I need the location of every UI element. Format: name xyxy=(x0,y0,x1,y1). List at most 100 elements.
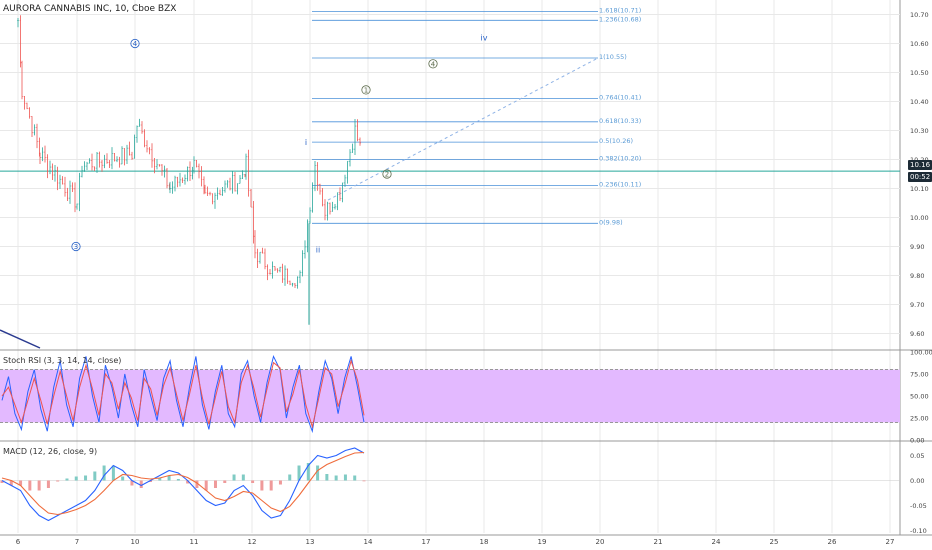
macd-histogram-bar xyxy=(28,480,32,491)
macd-y-tick-label: 0.00 xyxy=(910,477,924,485)
y-tick-label: 10.50 xyxy=(910,69,929,77)
macd-histogram-bar xyxy=(260,480,264,491)
y-tick-label: 10.40 xyxy=(910,98,929,106)
fib-level-label: 0.5(10.26) xyxy=(599,137,633,145)
macd-histogram-bar xyxy=(102,465,106,481)
macd-histogram-bar xyxy=(297,465,301,481)
stoch-y-tick-label: 50.00 xyxy=(910,393,929,401)
macd-histogram-bar xyxy=(343,474,347,481)
x-tick-label: 12 xyxy=(248,538,257,546)
y-tick-label: 9.70 xyxy=(910,301,924,309)
macd-histogram-bar xyxy=(74,476,78,481)
macd-histogram-bar xyxy=(176,479,180,481)
macd-histogram-bar xyxy=(288,474,292,481)
wave-circle xyxy=(71,241,81,252)
wave-label: iv xyxy=(481,34,488,43)
macd-histogram-bar xyxy=(195,480,199,488)
macd-histogram-bar xyxy=(186,480,190,484)
y-tick-label: 10.30 xyxy=(910,127,929,135)
macd-histogram-bar xyxy=(167,475,171,481)
macd-histogram-bar xyxy=(353,475,357,481)
chart-title: AURORA CANNABIS INC, 10, Cboe BZX xyxy=(3,4,177,14)
wave-label: i xyxy=(305,138,307,147)
countdown-tag: 00:52 xyxy=(908,172,932,182)
wave-circle xyxy=(428,59,438,69)
y-tick-label: 10.60 xyxy=(910,40,929,48)
macd-histogram-bar xyxy=(9,480,13,486)
macd-y-tick-label: -0.10 xyxy=(910,527,927,535)
macd-histogram-bar xyxy=(306,463,310,481)
macd-histogram-bar xyxy=(93,471,97,481)
wave-circle xyxy=(382,169,392,179)
fib-level-label: 1.236(10.68) xyxy=(599,15,641,23)
fib-level-label: 0.764(10.41) xyxy=(599,94,641,102)
y-tick-label: 10.70 xyxy=(910,11,929,19)
x-tick-label: 20 xyxy=(596,538,605,546)
wave-label: 4 xyxy=(133,40,138,48)
wave-label: 2 xyxy=(385,171,389,179)
fib-level-label: 0(9.98) xyxy=(599,218,623,226)
macd-histogram-bar xyxy=(65,478,69,481)
stoch-y-tick-label: 75.00 xyxy=(910,371,929,379)
y-tick-label: 9.80 xyxy=(910,272,924,280)
fib-level-label: 1.618(10.71) xyxy=(599,7,641,15)
macd-histogram-bar xyxy=(362,480,366,482)
x-tick-label: 27 xyxy=(886,538,895,546)
macd-histogram-bar xyxy=(213,480,217,488)
stoch-series-line xyxy=(1,359,365,429)
x-tick-label: 11 xyxy=(190,538,199,546)
macd-histogram-bar xyxy=(0,480,4,483)
macd-histogram-bar xyxy=(269,480,273,491)
stoch-y-tick-label: 0.00 xyxy=(910,437,924,445)
macd-title: MACD (12, 26, close, 9) xyxy=(3,447,98,456)
macd-y-tick-label: -0.05 xyxy=(910,502,927,510)
x-tick-label: 19 xyxy=(538,538,547,546)
macd-histogram-bar xyxy=(149,480,153,482)
macd-histogram-bar xyxy=(334,475,338,481)
wave-circle xyxy=(361,85,371,95)
trend-line-fragment xyxy=(0,329,41,349)
macd-histogram-bar xyxy=(232,474,236,481)
macd-histogram-bar xyxy=(223,480,227,483)
macd-y-tick-label: 0.05 xyxy=(910,452,924,460)
macd-histogram-bar xyxy=(56,480,60,482)
x-tick-label: 26 xyxy=(828,538,837,546)
x-tick-label: 21 xyxy=(654,538,663,546)
x-tick-label: 14 xyxy=(364,538,373,546)
y-tick-label: 9.90 xyxy=(910,243,924,251)
macd-histogram-bar xyxy=(241,474,245,481)
fib-level-label: 0.618(10.33) xyxy=(599,117,641,125)
macd-histogram-bar xyxy=(37,480,41,491)
stoch-rsi-title: Stoch RSI (3, 3, 14, 14, close) xyxy=(3,356,122,365)
macd-histogram-bar xyxy=(325,474,329,481)
macd-histogram-bar xyxy=(204,480,208,491)
macd-histogram-bar xyxy=(251,480,255,483)
y-tick-label: 10.10 xyxy=(910,185,929,193)
macd-histogram-bar xyxy=(121,476,125,481)
wave-label: 3 xyxy=(74,243,78,251)
macd-series-line xyxy=(1,451,365,516)
wave-label: ii xyxy=(316,245,320,254)
x-tick-label: 13 xyxy=(306,538,315,546)
wave-label: 1 xyxy=(364,86,368,94)
x-tick-label: 18 xyxy=(480,538,489,546)
stoch-series-line xyxy=(1,354,365,434)
x-tick-label: 7 xyxy=(75,538,79,546)
y-tick-label: 9.60 xyxy=(910,330,924,338)
stoch-band-fill xyxy=(0,369,900,423)
x-tick-label: 24 xyxy=(712,538,721,546)
macd-histogram-bar xyxy=(84,475,88,481)
current-price-tag: 10.16 xyxy=(908,160,932,170)
macd-histogram-bar xyxy=(139,480,143,488)
macd-histogram-bar xyxy=(130,480,134,486)
macd-histogram-bar xyxy=(111,465,115,481)
x-tick-label: 17 xyxy=(422,538,431,546)
fib-level-label: 1(10.55) xyxy=(599,53,627,61)
wave-circle xyxy=(130,38,140,49)
x-tick-label: 25 xyxy=(770,538,779,546)
x-tick-label: 10 xyxy=(131,538,140,546)
stoch-y-tick-label: 25.00 xyxy=(910,415,929,423)
stoch-y-tick-label: 100.00 xyxy=(910,349,932,357)
wave-label: 4 xyxy=(431,60,436,68)
